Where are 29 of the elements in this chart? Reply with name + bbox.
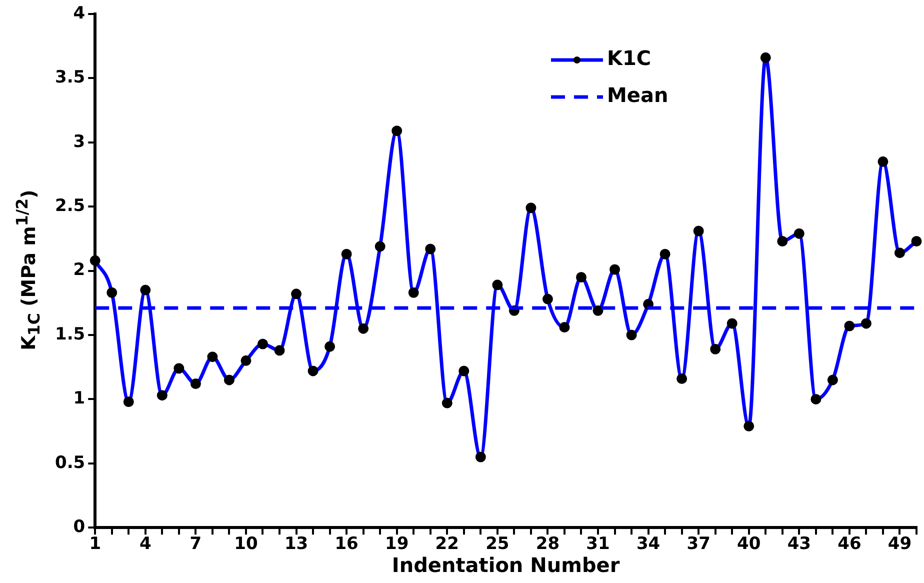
y-tick-label: 0 xyxy=(73,517,86,538)
x-tick-label: 43 xyxy=(787,534,811,554)
y-tick-label: 4 xyxy=(73,3,86,24)
y-tick-label: 0.5 xyxy=(54,452,86,473)
x-tick-label: 40 xyxy=(737,534,761,554)
x-tick-label: 4 xyxy=(139,534,152,554)
x-tick-label: 34 xyxy=(636,534,660,554)
legend-label: Mean xyxy=(606,83,668,108)
x-tick-label: 25 xyxy=(486,534,510,554)
x-tick-label: 1 xyxy=(89,534,102,554)
x-tick-label: 10 xyxy=(234,534,258,554)
y-tick-label: 3.5 xyxy=(54,68,86,88)
x-tick-label: 31 xyxy=(586,534,610,554)
x-tick-label: 49 xyxy=(888,534,912,554)
y-tick-label: 3 xyxy=(73,132,86,152)
x-tick-label: 46 xyxy=(838,534,862,554)
x-tick-label: 28 xyxy=(536,534,560,554)
y-tick-label: 1 xyxy=(73,388,86,409)
x-tick-label: 22 xyxy=(435,534,459,554)
x-tick-label: 7 xyxy=(190,534,202,554)
x-tick-label: 19 xyxy=(385,534,409,554)
legend-label: K1C xyxy=(606,46,652,70)
x-axis-title: Indentation Number xyxy=(392,553,620,578)
y-tick-label: 1.5 xyxy=(54,324,86,344)
y-tick-label: 2.5 xyxy=(54,196,86,216)
x-tick-label: 37 xyxy=(686,534,710,554)
x-tick-label: 13 xyxy=(284,534,308,554)
y-tick-label: 2 xyxy=(73,260,86,280)
x-tick-label: 16 xyxy=(334,534,358,554)
